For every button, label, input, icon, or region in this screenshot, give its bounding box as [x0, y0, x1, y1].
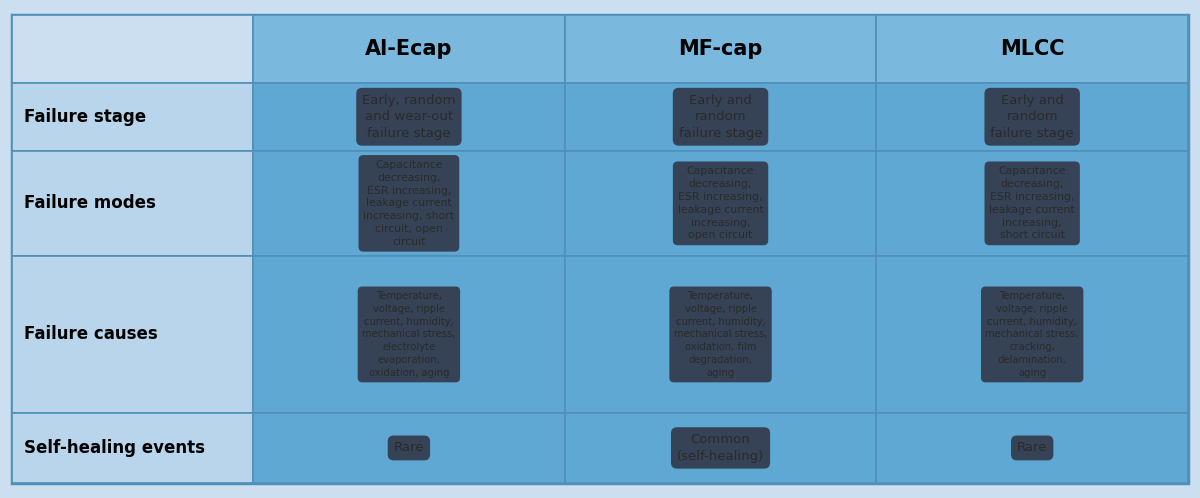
- Bar: [12, 15, 253, 83]
- Text: Failure causes: Failure causes: [24, 325, 157, 344]
- Bar: [565, 413, 876, 483]
- Bar: [876, 15, 1188, 83]
- Bar: [12, 151, 253, 256]
- Bar: [253, 83, 565, 151]
- Bar: [876, 83, 1188, 151]
- Text: Common
(self-healing): Common (self-healing): [677, 433, 764, 463]
- Text: Failure stage: Failure stage: [24, 108, 146, 126]
- Text: Capacitance
decreasing,
ESR increasing,
leakage current
increasing,
open circuit: Capacitance decreasing, ESR increasing, …: [678, 166, 763, 241]
- Text: Early, random
and wear-out
failure stage: Early, random and wear-out failure stage: [362, 94, 456, 140]
- Text: Temperature,
voltage, ripple
current, humidity,
mechanical stress,
oxidation, fi: Temperature, voltage, ripple current, hu…: [674, 291, 767, 378]
- Bar: [253, 413, 565, 483]
- Text: Failure modes: Failure modes: [24, 194, 156, 212]
- Bar: [565, 15, 876, 83]
- Bar: [12, 83, 253, 151]
- Bar: [565, 83, 876, 151]
- Bar: [253, 256, 565, 413]
- Bar: [12, 256, 253, 413]
- Text: Capacitance
decreasing,
ESR increasing,
leakage current
increasing, short
circui: Capacitance decreasing, ESR increasing, …: [364, 160, 455, 247]
- Text: Rare: Rare: [1016, 441, 1048, 455]
- Text: Self-healing events: Self-healing events: [24, 439, 205, 457]
- Text: Temperature,
voltage, ripple
current, humidity,
mechanical stress,
electrolyte
e: Temperature, voltage, ripple current, hu…: [362, 291, 456, 378]
- Bar: [565, 256, 876, 413]
- Text: Rare: Rare: [394, 441, 424, 455]
- Bar: [565, 151, 876, 256]
- Text: MF-cap: MF-cap: [678, 39, 763, 59]
- Text: Al-Ecap: Al-Ecap: [365, 39, 452, 59]
- Bar: [12, 413, 253, 483]
- Bar: [876, 256, 1188, 413]
- Text: MLCC: MLCC: [1000, 39, 1064, 59]
- Bar: [253, 15, 565, 83]
- Bar: [253, 151, 565, 256]
- Text: Capacitance
decreasing,
ESR increasing,
leakage current
increasing,
short circui: Capacitance decreasing, ESR increasing, …: [989, 166, 1075, 241]
- Bar: [876, 413, 1188, 483]
- Bar: [876, 151, 1188, 256]
- Text: Temperature,
voltage, ripple
current, humidity,
mechanical stress,
cracking,
del: Temperature, voltage, ripple current, hu…: [985, 291, 1079, 378]
- Text: Early and
random
failure stage: Early and random failure stage: [679, 94, 762, 140]
- Text: Early and
random
failure stage: Early and random failure stage: [990, 94, 1074, 140]
